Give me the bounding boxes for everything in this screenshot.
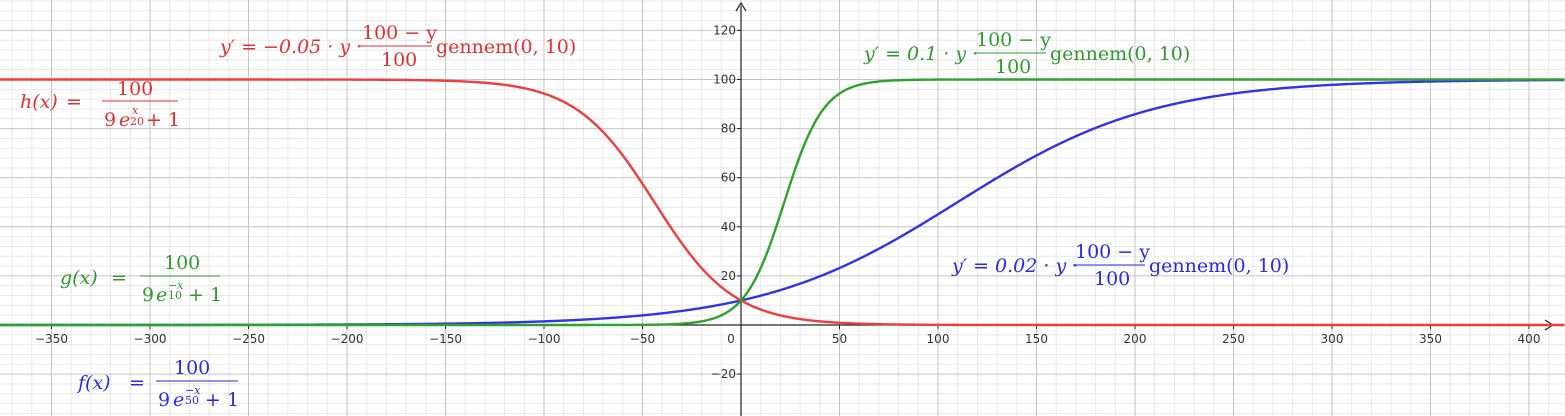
x-tick-label: 150 (1025, 332, 1048, 346)
h-ode-numerator: 100 − y (362, 22, 437, 44)
x-tick-label: 350 (1419, 332, 1442, 346)
f-formula-denominator-e: e (173, 389, 184, 411)
y-tick-label: 120 (713, 23, 736, 37)
f-ode-numerator: 100 − y (1075, 241, 1150, 263)
h-formula-lhs: h(x) (20, 91, 58, 113)
f-ode-denominator: 100 (1094, 268, 1130, 290)
h-formula-numerator: 100 (117, 78, 153, 100)
g-formula-label[interactable]: g(x) = 100 9 e −x 10 + 1 (60, 252, 222, 306)
x-tick-label: −350 (35, 332, 68, 346)
series-f-curve[interactable] (0, 78, 1565, 327)
f-formula-numerator: 100 (174, 357, 210, 379)
h-ode-label[interactable]: y′ = −0.05 · y · 100 − y 100 gennem(0, 1… (219, 22, 576, 71)
g-formula-numerator: 100 (164, 252, 200, 274)
g-formula-lhs: g(x) (60, 267, 98, 289)
f-ode-label[interactable]: y′ = 0.02 · y · 100 − y 100 gennem(0, 10… (951, 241, 1289, 290)
y-tick-labels: −20 20 40 60 80 100 120 (711, 23, 741, 381)
h-ode-lhs: y′ = −0.05 · y · (219, 36, 362, 58)
g-ode-denominator: 100 (995, 56, 1031, 78)
f-formula-lhs: f(x) (76, 372, 111, 394)
x-tick-labels: −350 −300 −250 −200 −150 −100 −50 0 50 100 150 200 2… (35, 325, 1540, 346)
x-tick-label: 300 (1321, 332, 1344, 346)
f-formula-denominator-a: 9 (158, 389, 170, 411)
h-ode-denominator: 100 (381, 49, 417, 71)
x-tick-label: 100 (927, 332, 950, 346)
x-tick-label: −250 (232, 332, 265, 346)
h-formula-denominator-a: 9 (104, 109, 116, 131)
x-tick-label: −50 (630, 332, 655, 346)
h-formula-eq: = (66, 91, 82, 113)
g-ode-tail: gennem(0, 10) (1050, 43, 1190, 65)
plot-series (0, 78, 1565, 327)
y-tick-label: 40 (721, 220, 736, 234)
y-tick-label: 80 (721, 122, 736, 136)
series-g-curve[interactable] (0, 78, 1565, 327)
f-formula-denominator-b: + 1 (205, 389, 239, 411)
y-tick-label: 60 (721, 171, 736, 185)
x-tick-label: −200 (331, 332, 364, 346)
x-tick-label: 250 (1222, 332, 1245, 346)
f-ode-lhs: y′ = 0.02 · y · (951, 255, 1078, 277)
h-formula-label[interactable]: h(x) = 100 9 e x 20 + 1 (20, 78, 180, 131)
g-ode-numerator: 100 − y (976, 29, 1051, 51)
x-tick-label: 0 (727, 332, 735, 346)
x-tick-label: 400 (1518, 332, 1541, 346)
y-tick-label: 20 (721, 269, 736, 283)
g-formula-exponent-top: −x (168, 279, 184, 292)
f-formula-exponent-top: −x (185, 384, 201, 397)
h-formula-exponent-top: x (132, 104, 139, 117)
g-ode-lhs: y′ = 0.1 · y · (863, 43, 978, 65)
g-formula-exponent-bottom: 10 (168, 289, 182, 302)
g-ode-label[interactable]: y′ = 0.1 · y · 100 − y 100 gennem(0, 10) (863, 29, 1190, 78)
y-tick-label: 100 (713, 73, 736, 87)
g-formula-eq: = (111, 267, 127, 289)
y-tick-label: −20 (711, 367, 736, 381)
x-tick-label: 50 (832, 332, 847, 346)
x-tick-label: −100 (528, 332, 561, 346)
f-formula-exponent-bottom: 50 (185, 394, 199, 407)
g-formula-denominator-a: 9 (142, 284, 154, 306)
y-axis-arrow (735, 1, 747, 12)
x-tick-label: 200 (1124, 332, 1147, 346)
g-formula-denominator-b: + 1 (188, 284, 222, 306)
f-ode-tail: gennem(0, 10) (1149, 255, 1289, 277)
h-ode-tail: gennem(0, 10) (436, 36, 576, 58)
h-formula-denominator-e: e (119, 109, 130, 131)
x-tick-label: −150 (429, 332, 462, 346)
x-tick-label: −300 (134, 332, 167, 346)
f-formula-eq: = (129, 372, 145, 394)
h-formula-exponent-bottom: 20 (130, 115, 144, 128)
h-formula-denominator-b: + 1 (146, 109, 180, 131)
f-formula-label[interactable]: f(x) = 100 9 e −x 50 + 1 (76, 357, 239, 411)
g-formula-denominator-e: e (156, 284, 167, 306)
series-h-curve[interactable] (0, 78, 1565, 327)
